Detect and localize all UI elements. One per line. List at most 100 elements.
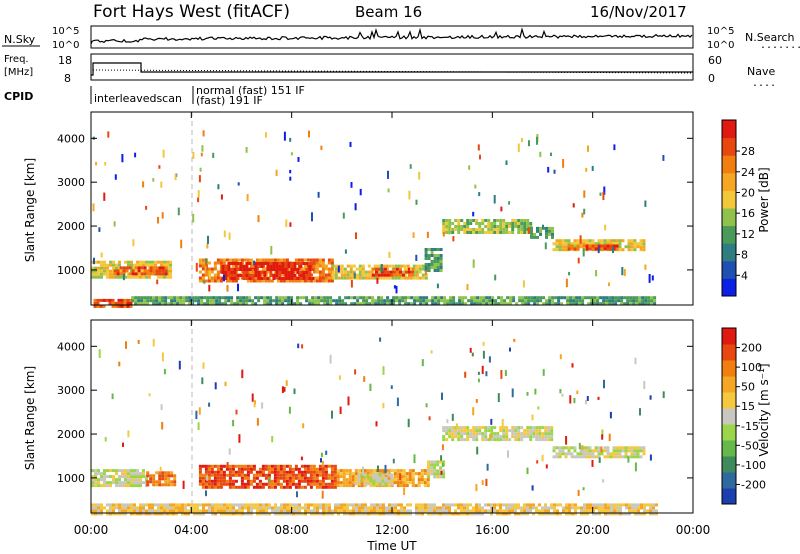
power-cell <box>433 254 437 257</box>
power-speckle-cell <box>251 268 254 274</box>
velocity-cell <box>124 469 127 473</box>
power-speckle-cell <box>132 239 135 247</box>
velocity-cell <box>202 512 205 516</box>
power-speckle-cell <box>245 147 248 153</box>
power-cell <box>281 277 285 280</box>
power-cell <box>293 274 297 277</box>
velocity-cell <box>240 485 244 489</box>
velocity-speckle-cell <box>531 485 534 491</box>
velocity-cell <box>309 479 313 483</box>
power-cell <box>118 275 121 279</box>
power-cell <box>91 275 94 279</box>
power-cell <box>308 302 312 306</box>
velocity-cell <box>463 512 466 516</box>
velocity-cell <box>556 509 559 513</box>
power-cell <box>530 229 533 233</box>
power-cell <box>383 273 387 277</box>
power-cell <box>499 219 503 222</box>
velocity-cell <box>276 470 280 474</box>
velocity-cell <box>547 435 551 439</box>
velocity-cell <box>532 426 536 430</box>
power-cell <box>114 301 118 305</box>
velocity-cell <box>591 455 595 459</box>
power-speckle-cell <box>387 188 390 193</box>
velocity-cell <box>520 438 524 442</box>
power-cell <box>587 296 591 300</box>
velocity-cell <box>570 452 574 456</box>
velocity-cell <box>397 512 400 516</box>
velocity-y-axis-label: Slant Range [km] <box>23 366 37 470</box>
velocity-cell <box>357 482 361 486</box>
power-cell <box>287 274 291 277</box>
velocity-cell <box>288 470 292 474</box>
power-cell <box>642 242 646 246</box>
power-cell <box>126 298 130 302</box>
power-cell <box>290 271 294 274</box>
velocity-cell <box>118 503 121 507</box>
power-cell <box>382 276 386 280</box>
power-speckle-cell <box>591 165 594 171</box>
velocity-cell <box>505 435 509 439</box>
velocity-cell <box>363 476 367 480</box>
velocity-cell <box>478 429 482 433</box>
velocity-speckle-cell <box>561 393 564 397</box>
velocity-cell <box>234 470 238 474</box>
velocity-cell <box>330 482 334 486</box>
power-cell <box>520 219 524 222</box>
velocity-cell <box>330 479 334 483</box>
power-speckle-cell <box>613 144 616 151</box>
velocity-cell <box>574 512 577 516</box>
velocity-cell <box>631 506 634 510</box>
power-cell <box>377 296 381 300</box>
velocity-cell <box>652 506 655 510</box>
power-cell <box>231 264 235 268</box>
velocity-cell <box>223 509 226 513</box>
velocity-cell <box>612 449 616 453</box>
velocity-cell <box>384 484 388 488</box>
velocity-cell <box>164 480 168 484</box>
power-cell <box>302 274 306 277</box>
velocity-cell <box>121 506 124 510</box>
power-speckle-cell <box>157 216 159 224</box>
velocity-cell <box>637 509 640 513</box>
power-cell <box>605 302 609 306</box>
velocity-cell <box>598 512 601 516</box>
velocity-cell <box>130 475 133 479</box>
power-cell <box>439 263 443 266</box>
velocity-speckle-cell <box>477 378 480 383</box>
power-cell <box>103 263 106 267</box>
power-cell <box>626 299 630 303</box>
velocity-cell <box>216 470 220 474</box>
power-cell <box>518 296 522 300</box>
power-cell <box>197 302 201 306</box>
velocity-cell <box>243 476 247 480</box>
velocity-cell <box>582 446 586 450</box>
power-cell <box>376 264 380 268</box>
power-cell <box>258 258 262 262</box>
velocity-speckle-cell <box>161 421 164 430</box>
velocity-cell <box>646 503 649 507</box>
velocity-cell <box>526 435 530 439</box>
velocity-cell <box>633 449 637 453</box>
velocity-cell <box>327 464 331 468</box>
power-cell <box>263 274 267 277</box>
velocity-cell <box>460 512 463 516</box>
velocity-cell <box>249 470 253 474</box>
velocity-cell <box>158 480 162 484</box>
power-cell <box>588 239 592 243</box>
power-cell <box>264 258 268 262</box>
power-cell <box>539 296 543 300</box>
velocity-cell <box>241 503 244 507</box>
velocity-cell <box>207 470 211 474</box>
velocity-cell <box>523 506 526 510</box>
power-cell <box>242 277 246 280</box>
power-cell <box>93 298 97 302</box>
power-cell <box>478 225 482 228</box>
velocity-cell <box>481 435 485 439</box>
velocity-cell <box>100 512 103 516</box>
power-speckle-cell <box>644 264 647 270</box>
power-speckle-cell <box>640 246 642 251</box>
velocity-cell <box>157 506 160 510</box>
power-cell <box>572 296 576 300</box>
power-speckle-cell <box>359 188 362 196</box>
